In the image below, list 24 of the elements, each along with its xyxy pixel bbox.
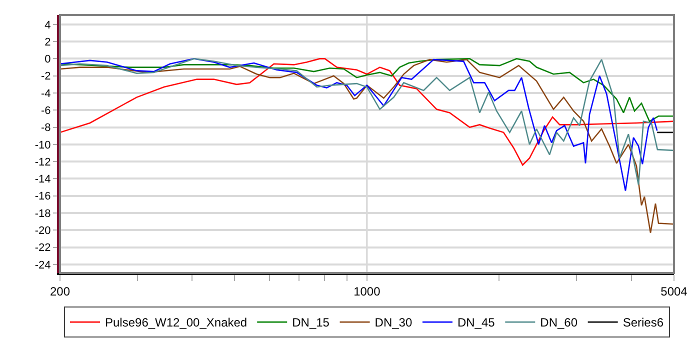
legend-label: DN_60	[540, 316, 578, 330]
y-tick-label: -16	[34, 190, 51, 203]
y-tick-label: -22	[34, 242, 51, 254]
y-tick-label: -10	[34, 139, 51, 152]
y-tick-label: -20	[34, 224, 51, 237]
y-tick-label: -24	[34, 259, 51, 272]
x-tick-label: 5004	[660, 284, 688, 298]
y-tick-label: 0	[44, 54, 51, 66]
y-tick-label: -4	[41, 88, 51, 100]
y-tick-label: 4	[44, 19, 51, 32]
y-tick-label: -8	[41, 122, 51, 134]
y-tick-label: -12	[34, 156, 51, 168]
legend-label: DN_45	[457, 316, 496, 330]
legend-label: Pulse96_W12_00_Xnaked	[105, 316, 248, 330]
legend-label: Series6	[622, 316, 664, 330]
y-tick-label: -18	[34, 208, 51, 220]
y-tick-label: -6	[41, 104, 51, 117]
legend-label: DN_15	[292, 316, 330, 330]
y-tick-label: -14	[34, 174, 51, 186]
x-tick-label: 1000	[354, 284, 381, 298]
y-tick-label: 2	[44, 36, 51, 48]
y-tick-label: -2	[41, 70, 51, 83]
x-tick-label: 200	[50, 284, 70, 298]
legend-label: DN_30	[374, 316, 412, 330]
